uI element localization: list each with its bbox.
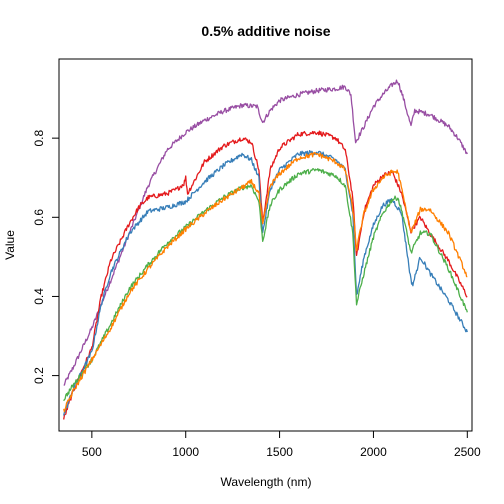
- x-tick-label: 1000: [172, 445, 199, 459]
- y-tick-label: 0.8: [32, 129, 46, 146]
- y-tick-label: 0.2: [32, 367, 46, 384]
- series-line-4: [63, 168, 468, 402]
- y-tick-label: 0.6: [32, 209, 46, 226]
- y-axis: 0.2 0.4 0.6 0.8: [32, 129, 60, 384]
- series-line-5: [63, 151, 468, 413]
- x-tick-label: 2000: [360, 445, 387, 459]
- series-line-2: [63, 130, 468, 420]
- x-tick-label: 500: [82, 445, 102, 459]
- series-layer: [63, 79, 468, 420]
- y-tick-label: 0.4: [32, 288, 46, 305]
- x-axis-label: Wavelength (nm): [221, 475, 312, 489]
- series-line-1: [63, 79, 468, 386]
- x-tick-label: 2500: [454, 445, 481, 459]
- chart-title: 0.5% additive noise: [201, 23, 330, 39]
- x-axis: 500 1000 1500 2000 2500: [82, 430, 481, 459]
- series-line-3: [63, 150, 468, 416]
- y-axis-label: Value: [3, 230, 17, 260]
- x-tick-label: 1500: [266, 445, 293, 459]
